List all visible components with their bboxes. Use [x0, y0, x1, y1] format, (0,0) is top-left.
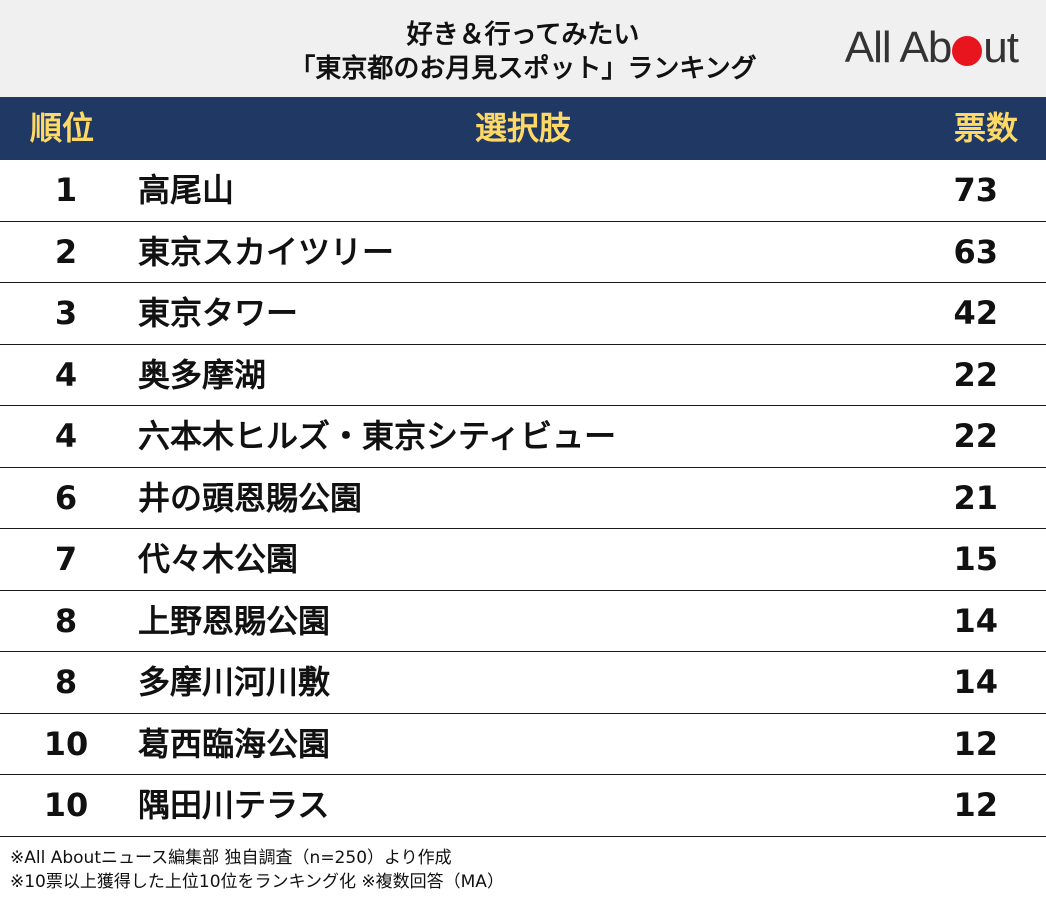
- votes-cell: 22: [953, 355, 998, 394]
- footnote-source: ※All Aboutニュース編集部 独自調査（n=250）より作成: [10, 848, 452, 868]
- votes-cell: 12: [953, 724, 998, 763]
- choice-cell: 奥多摩湖: [138, 355, 267, 394]
- footnote-method: ※10票以上獲得した上位10位をランキング化 ※複数回答（MA）: [10, 872, 504, 892]
- table-row: 8 多摩川河川敷 14: [0, 652, 1046, 714]
- rank-cell: 3: [54, 294, 78, 332]
- all-about-logo: All Ab ut: [844, 23, 1019, 72]
- logo-text-right: ut: [983, 23, 1019, 72]
- title-line-1: 好き＆行ってみたい: [406, 20, 640, 50]
- table-row: 3 東京タワー 42: [0, 283, 1046, 345]
- rank-cell: 7: [54, 540, 78, 578]
- table-row: 6 井の頭恩賜公園 21: [0, 468, 1046, 529]
- choice-cell: 多摩川河川敷: [138, 663, 331, 701]
- choice-cell: 六本木ヒルズ・東京シティビュー: [138, 417, 617, 455]
- choice-cell: 上野恩賜公園: [138, 601, 331, 640]
- choice-cell: 葛西臨海公園: [138, 724, 331, 763]
- votes-cell: 12: [953, 786, 998, 824]
- column-header-choice: 選択肢: [474, 109, 571, 147]
- footnotes: ※All Aboutニュース編集部 独自調査（n=250）より作成 ※10票以上…: [10, 846, 504, 894]
- votes-cell: 15: [953, 540, 998, 578]
- votes-cell: 14: [953, 601, 998, 640]
- rank-cell: 10: [43, 724, 89, 763]
- rank-cell: 10: [43, 786, 89, 824]
- votes-cell: 63: [953, 232, 998, 271]
- choice-cell: 高尾山: [138, 171, 235, 209]
- table-row: 4 六本木ヒルズ・東京シティビュー 22: [0, 406, 1046, 468]
- page-title: 好き＆行ってみたい 「東京都のお月見スポット」ランキング: [0, 18, 1046, 86]
- column-header-votes: 票数: [953, 109, 1018, 147]
- table-row: 10 隅田川テラス 12: [0, 775, 1046, 837]
- rank-cell: 6: [54, 478, 78, 517]
- table-row: 4 奥多摩湖 22: [0, 345, 1046, 406]
- rank-cell: 8: [54, 601, 78, 640]
- logo-text-left: All Ab: [844, 23, 953, 72]
- votes-cell: 73: [953, 171, 998, 209]
- votes-cell: 22: [953, 417, 998, 455]
- title-line-2: 「東京都のお月見スポット」ランキング: [289, 54, 757, 84]
- header-band: 好き＆行ってみたい 「東京都のお月見スポット」ランキング All Ab ut: [0, 0, 1046, 97]
- choice-cell: 東京タワー: [138, 294, 299, 332]
- logo-red-dot-icon: [952, 36, 983, 66]
- ranking-table-body: 1 高尾山 73 2 東京スカイツリー 63 3 東京タワー 42 4 奥多摩湖…: [0, 160, 1046, 837]
- rank-cell: 4: [54, 355, 78, 394]
- table-row: 2 東京スカイツリー 63: [0, 222, 1046, 283]
- table-header: 選択肢 順位 票数: [0, 97, 1046, 160]
- table-row: 7 代々木公園 15: [0, 529, 1046, 591]
- rank-cell: 8: [54, 663, 78, 701]
- table-row: 1 高尾山 73: [0, 160, 1046, 222]
- votes-cell: 21: [953, 478, 998, 517]
- votes-cell: 42: [953, 294, 998, 332]
- column-header-rank: 順位: [30, 109, 95, 147]
- table-row: 8 上野恩賜公園 14: [0, 591, 1046, 652]
- votes-cell: 14: [953, 663, 998, 701]
- choice-cell: 東京スカイツリー: [138, 232, 395, 271]
- choice-cell: 隅田川テラス: [138, 786, 330, 824]
- rank-cell: 4: [54, 417, 78, 455]
- choice-cell: 井の頭恩賜公園: [138, 478, 363, 517]
- rank-cell: 2: [54, 232, 78, 271]
- choice-cell: 代々木公園: [138, 540, 299, 578]
- table-row: 10 葛西臨海公園 12: [0, 714, 1046, 775]
- rank-cell: 1: [54, 171, 78, 209]
